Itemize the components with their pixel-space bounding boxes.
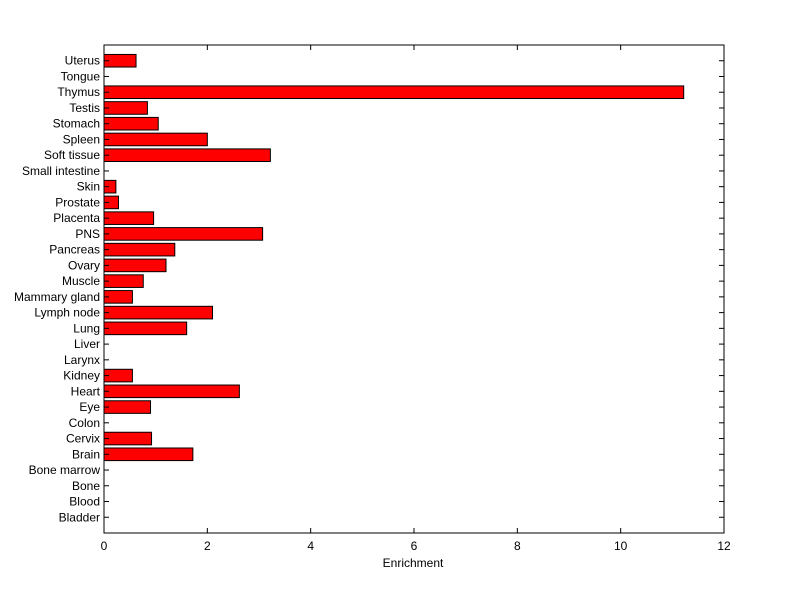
x-tick-label-6: 6	[411, 539, 418, 553]
bars-group	[103, 53, 685, 462]
y-tick-label-small-intestine: Small intestine	[22, 164, 100, 178]
bar-pancreas	[103, 242, 176, 257]
y-tick-label-pns: PNS	[75, 227, 100, 241]
x-tick-label-4: 4	[307, 539, 314, 553]
x-tick-label-10: 10	[614, 539, 628, 553]
y-tick-label-kidney: Kidney	[63, 369, 100, 383]
y-tick-label-larynx: Larynx	[64, 353, 100, 367]
bar-brain	[103, 447, 194, 462]
y-tick-label-cervix: Cervix	[66, 432, 100, 446]
x-tick-label-8: 8	[514, 539, 521, 553]
bar-eye	[103, 400, 151, 414]
x-axis-label: Enrichment	[383, 556, 444, 570]
bar-cervix	[103, 431, 153, 446]
y-tick-label-heart: Heart	[71, 384, 101, 398]
y-tick-label-muscle: Muscle	[62, 274, 100, 288]
y-tick-label-soft-tissue: Soft tissue	[44, 148, 100, 162]
y-tick-label-lung: Lung	[73, 321, 100, 335]
y-tick-label-stomach: Stomach	[53, 117, 100, 131]
bar-lung	[103, 321, 188, 336]
x-tick-label-0: 0	[101, 539, 108, 553]
bar-soft-tissue	[103, 148, 271, 162]
plot-area	[103, 44, 725, 534]
y-tick-label-lymph-node: Lymph node	[34, 306, 100, 320]
y-tick-label-testis: Testis	[69, 101, 100, 115]
x-ticks-group: 0 2 4 6 8 10 12	[101, 45, 731, 553]
bar-lymph-node	[103, 305, 213, 320]
y-tick-label-bone-marrow: Bone marrow	[29, 463, 101, 477]
y-tick-label-mammary-gland: Mammary gland	[14, 290, 100, 304]
y-tick-label-ovary: Ovary	[68, 258, 100, 272]
y-tick-label-uterus: Uterus	[65, 54, 100, 68]
y-tick-label-blood: Blood	[69, 495, 100, 509]
bar-spleen	[103, 132, 208, 147]
bar-pns	[103, 227, 264, 241]
y-tick-label-skin: Skin	[77, 180, 100, 194]
y-tick-label-spleen: Spleen	[63, 132, 100, 146]
y-tick-label-bone: Bone	[72, 479, 100, 493]
x-tick-label-12: 12	[717, 539, 731, 553]
y-tick-label-thymus: Thymus	[57, 85, 100, 99]
y-tick-label-liver: Liver	[74, 337, 100, 351]
y-tick-label-pancreas: Pancreas	[49, 243, 100, 257]
y-tick-label-prostate: Prostate	[55, 195, 100, 209]
bar-testis	[103, 101, 148, 115]
bar-heart	[103, 384, 240, 399]
bar-thymus	[103, 85, 685, 100]
bar-placenta	[103, 211, 155, 225]
y-tick-label-bladder: Bladder	[59, 510, 100, 524]
y-tick-label-brain: Brain	[72, 447, 100, 461]
y-tick-label-eye: Eye	[79, 400, 100, 414]
y-tick-label-colon: Colon	[69, 416, 100, 430]
bar-ovary	[103, 258, 167, 273]
bar-muscle	[103, 274, 144, 288]
y-tick-label-placenta: Placenta	[53, 211, 100, 225]
y-tick-label-tongue: Tongue	[61, 69, 101, 83]
x-tick-label-2: 2	[204, 539, 211, 553]
bar-stomach	[103, 116, 159, 131]
